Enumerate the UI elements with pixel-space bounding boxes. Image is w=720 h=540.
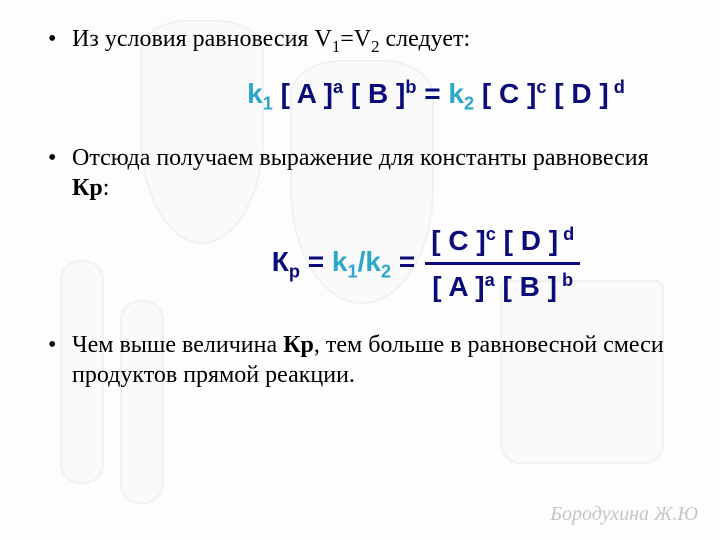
eq2-k1-sub: 1 <box>348 261 358 281</box>
eq2-top-d: d <box>558 224 574 244</box>
equation-2: Кр = k1/k2 = [ C ]c [ D ] d [ A ]a [ B ]… <box>168 221 684 306</box>
eq1-B: [ B ] <box>351 78 405 109</box>
bullet-2-text: Отсюда получаем выражение для константы … <box>72 145 649 171</box>
eq1-k2-sub: 2 <box>464 93 474 113</box>
bullet-1-eq: = <box>340 26 354 52</box>
eq1-a: a <box>333 77 343 97</box>
eq2-top-c: c <box>486 224 496 244</box>
bullet-1-text-pre: Из условия равновесия <box>72 26 314 52</box>
eq1-d: d <box>609 77 625 97</box>
eq2-bot-B: [ B ] <box>503 271 557 302</box>
bullet-list: Из условия равновесия V1=V2 следует: k1 … <box>48 24 684 390</box>
bullet-2-kp: Кр <box>72 175 103 201</box>
bullet-1-V1-sub: 1 <box>332 37 340 56</box>
bullet-1-text-post: следует: <box>379 26 470 52</box>
eq2-k2: k <box>365 246 381 277</box>
eq1-c: c <box>536 77 546 97</box>
eq2-K-sub: р <box>289 261 300 281</box>
bullet-1-V2: V <box>354 26 371 52</box>
eq2-fraction: [ C ]c [ D ] d [ A ]a [ B ] b <box>425 221 580 306</box>
eq2-fraction-bar <box>425 262 580 265</box>
bullet-3-kp: Кр <box>283 332 314 358</box>
eq1-D: [ D ] <box>554 78 608 109</box>
eq1-k1-sub: 1 <box>263 93 273 113</box>
bullet-2: Отсюда получаем выражение для константы … <box>48 143 684 203</box>
eq2-denominator: [ A ]a [ B ] b <box>426 267 579 306</box>
eq2-top-D: [ D ] <box>504 225 558 256</box>
bullet-2-colon: : <box>103 175 110 201</box>
eq2-numerator: [ C ]c [ D ] d <box>425 221 580 260</box>
eq1-A: [ A ] <box>281 78 333 109</box>
bullet-3: Чем выше величина Кр, тем больше в равно… <box>48 330 684 390</box>
eq2-equals-1: = <box>308 246 332 277</box>
eq2-bot-b: b <box>557 270 573 290</box>
slide-content: Из условия равновесия V1=V2 следует: k1 … <box>0 0 720 390</box>
eq2-bot-a: a <box>485 270 495 290</box>
eq2-K: К <box>272 246 289 277</box>
eq2-equals-2: = <box>399 246 415 277</box>
eq2-k1: k <box>332 246 348 277</box>
bullet-1-V1: V <box>314 26 331 52</box>
eq2-k2-sub: 2 <box>381 261 391 281</box>
eq1-k1: k <box>247 78 263 109</box>
eq2-bot-A: [ A ] <box>432 271 484 302</box>
bullet-1: Из условия равновесия V1=V2 следует: <box>48 24 684 58</box>
eq1-equals: = <box>424 78 448 109</box>
equation-1: k1 [ A ]a [ B ]b = k2 [ C ]c [ D ] d <box>188 76 684 115</box>
author-watermark: Бородухина Ж.Ю <box>550 503 698 526</box>
bullet-3-text-a: Чем выше величина <box>72 332 283 358</box>
eq1-C: [ C ] <box>482 78 536 109</box>
eq1-b: b <box>405 77 416 97</box>
eq2-top-C: [ C ] <box>431 225 485 256</box>
eq1-k2: k <box>448 78 464 109</box>
